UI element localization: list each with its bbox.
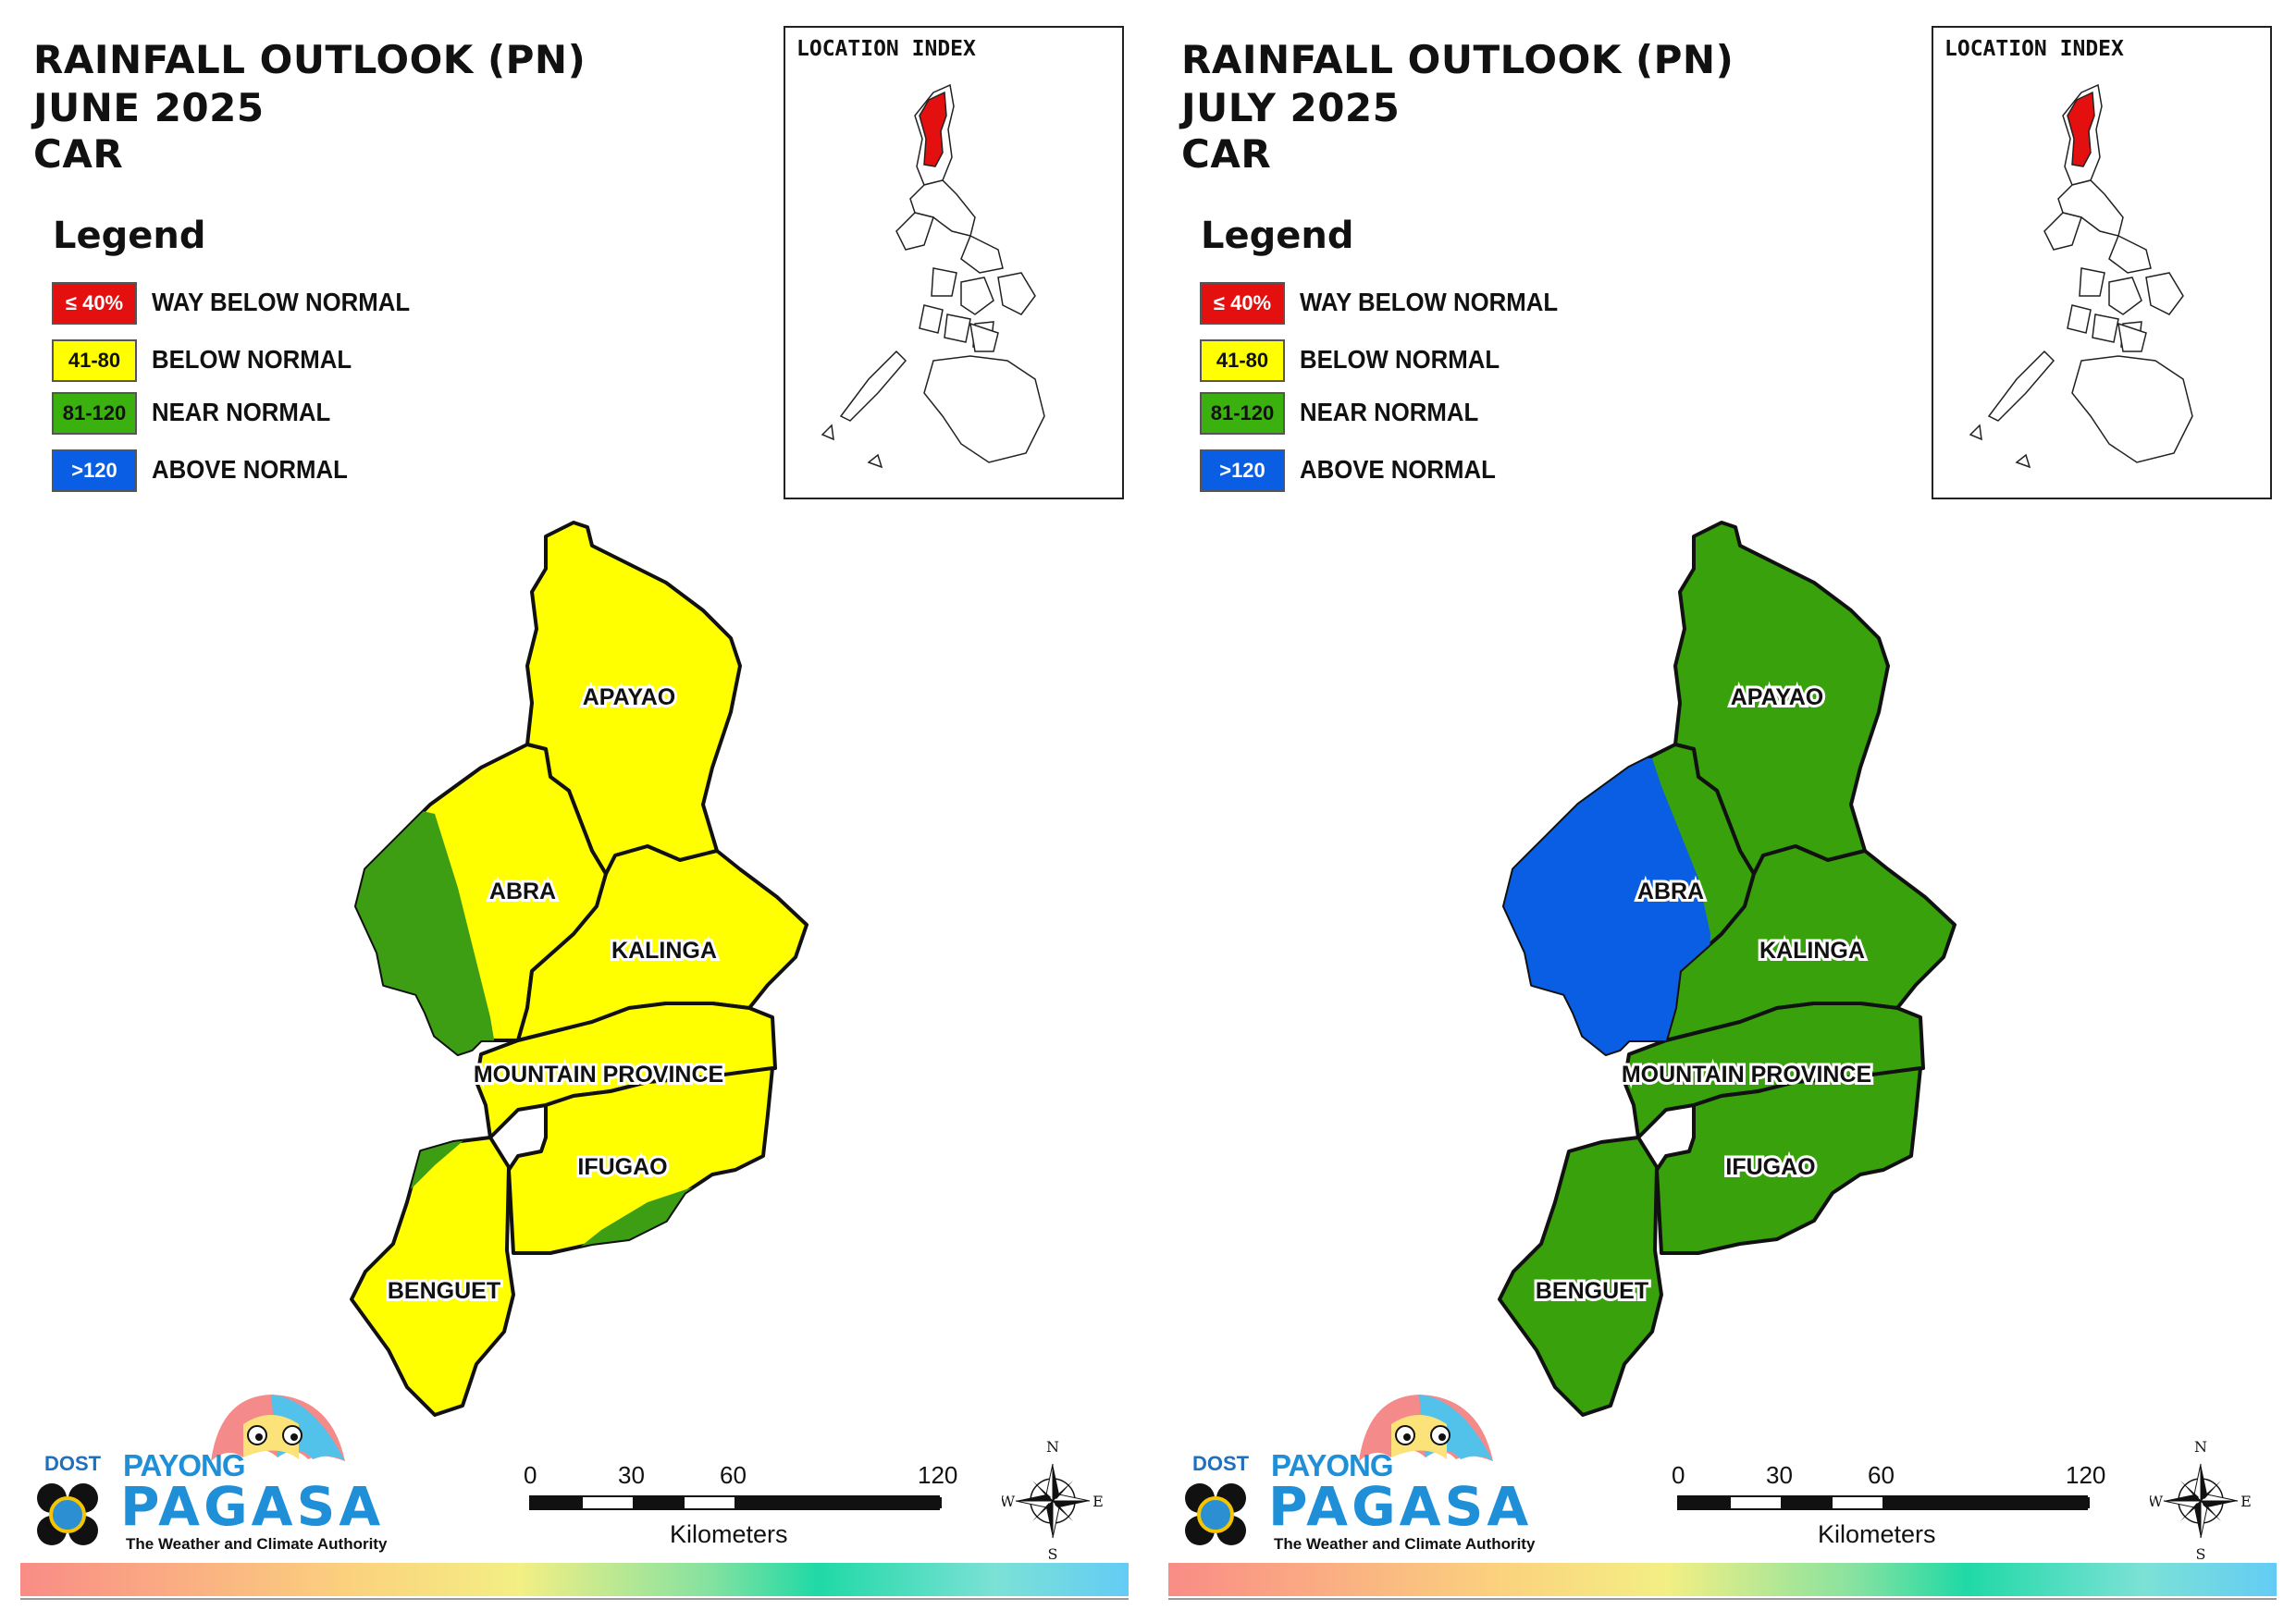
footer-rule (20, 1598, 1129, 1600)
scale-tick-0: 0 (1672, 1461, 1685, 1489)
car-province-map: APAYAO ABRA KALINGA MOUNTAIN PROVINCE IF… (350, 521, 809, 1417)
legend-label: ABOVE NORMAL (152, 455, 348, 484)
label-ifugao: IFUGAO (1725, 1154, 1815, 1180)
inset-title: LOCATION INDEX (1944, 37, 2124, 61)
scale-tick-60: 60 (1868, 1461, 1895, 1489)
compass-e: E (2240, 1493, 2252, 1510)
scale-tick-120: 120 (918, 1461, 958, 1489)
logo-payong: PAYONG (1271, 1448, 1394, 1482)
philippines-outline-map (821, 83, 1045, 469)
compass-s: S (1048, 1545, 1058, 1561)
label-benguet: BENGUET (1536, 1278, 1648, 1304)
scale-tick-120: 120 (2066, 1461, 2106, 1489)
legend-label: NEAR NORMAL (1300, 398, 1479, 426)
location-index-inset: LOCATION INDEX (1932, 26, 2272, 499)
scale-tick-60: 60 (720, 1461, 747, 1489)
philippines-outline-map (1969, 83, 2193, 469)
legend-label: WAY BELOW NORMAL (152, 288, 411, 316)
location-index-inset: LOCATION INDEX (784, 26, 1124, 499)
compass-w: W (1002, 1493, 1016, 1510)
legend-label: WAY BELOW NORMAL (1300, 288, 1559, 316)
north-arrow-compass-icon: N S E W (2148, 1438, 2252, 1563)
scale-unit: Kilometers (670, 1520, 788, 1548)
footer-color-stripe (1168, 1563, 2277, 1596)
label-benguet: BENGUET (388, 1278, 500, 1304)
logo-dost: DOST (1192, 1452, 1250, 1475)
footer-rule (1168, 1598, 2277, 1600)
label-apayao: APAYAO (1731, 684, 1824, 710)
logo-pagasa: PAGASA (120, 1475, 385, 1538)
map-title-month: JULY 2025 (1181, 85, 1401, 130)
legend-swatch: 41-80 (52, 339, 137, 382)
province-benguet (350, 1136, 515, 1417)
logo-payong: PAYONG (123, 1448, 246, 1482)
label-ifugao: IFUGAO (577, 1154, 667, 1180)
logo-pagasa: PAGASA (1268, 1475, 1533, 1538)
label-apayao: APAYAO (583, 684, 676, 710)
province-benguet (1498, 1136, 1663, 1417)
logo-dost: DOST (44, 1452, 102, 1475)
north-arrow-compass-icon: N S E W (1000, 1438, 1104, 1563)
label-abra: ABRA (1637, 879, 1704, 904)
above-normal-patch (1504, 758, 1710, 1054)
compass-n: N (2194, 1441, 2207, 1456)
scale-tick-30: 30 (1766, 1461, 1793, 1489)
province-ifugao (1655, 1066, 1922, 1255)
compass-s: S (2196, 1545, 2206, 1561)
logo-tagline: The Weather and Climate Authority (1274, 1535, 1536, 1553)
car-region-highlight (2067, 91, 2095, 167)
legend-label: ABOVE NORMAL (1300, 455, 1496, 484)
scale-unit: Kilometers (1818, 1520, 1936, 1548)
legend-swatch: >120 (52, 449, 137, 492)
label-abra: ABRA (489, 879, 556, 904)
scale-bar (1677, 1495, 2090, 1510)
label-mountain-province: MOUNTAIN PROVINCE (1622, 1062, 1871, 1088)
legend-swatch: 81-120 (52, 392, 137, 435)
label-kalinga: KALINGA (1759, 938, 1865, 964)
map-title-month: JUNE 2025 (33, 85, 265, 130)
legend-label: BELOW NORMAL (152, 345, 352, 374)
outlook-panel-july: RAINFALL OUTLOOK (PN) JULY 2025 CAR Lege… (1148, 0, 2296, 1623)
legend-swatch: >120 (1200, 449, 1285, 492)
legend-title: Legend (53, 215, 206, 257)
compass-w: W (2150, 1493, 2164, 1510)
legend-title: Legend (1201, 215, 1354, 257)
scale-tick-0: 0 (524, 1461, 537, 1489)
scale-tick-30: 30 (618, 1461, 645, 1489)
pagasa-logo: DOST PAYONG PAGASA The Weather and Clima… (1183, 1387, 1535, 1563)
compass-n: N (1046, 1441, 1059, 1456)
car-region-highlight (919, 91, 947, 167)
legend-swatch: ≤ 40% (52, 282, 137, 325)
outlook-panel-june: RAINFALL OUTLOOK (PN) JUNE 2025 CAR Lege… (20, 26, 1129, 1600)
inset-title: LOCATION INDEX (796, 37, 976, 61)
label-kalinga: KALINGA (611, 938, 717, 964)
umbrella-icon (37, 1395, 345, 1545)
legend-swatch: 41-80 (1200, 339, 1285, 382)
label-mountain-province: MOUNTAIN PROVINCE (474, 1062, 723, 1088)
legend-label: BELOW NORMAL (1300, 345, 1500, 374)
compass-e: E (1092, 1493, 1104, 1510)
legend-label: NEAR NORMAL (152, 398, 331, 426)
map-title-region: CAR (33, 131, 124, 177)
legend-swatch: 81-120 (1200, 392, 1285, 435)
scale-bar (529, 1495, 942, 1510)
map-title-region: CAR (1181, 131, 1272, 177)
legend-swatch: ≤ 40% (1200, 282, 1285, 325)
map-title-line-1: RAINFALL OUTLOOK (PN) (33, 37, 586, 82)
logo-tagline: The Weather and Climate Authority (126, 1535, 388, 1553)
car-province-map: APAYAO ABRA KALINGA MOUNTAIN PROVINCE IF… (1498, 521, 1957, 1417)
pagasa-logo: DOST PAYONG PAGASA The Weather and Clima… (35, 1387, 387, 1563)
umbrella-icon (1185, 1395, 1493, 1545)
footer-color-stripe (20, 1563, 1129, 1596)
map-title-line-1: RAINFALL OUTLOOK (PN) (1181, 37, 1734, 82)
